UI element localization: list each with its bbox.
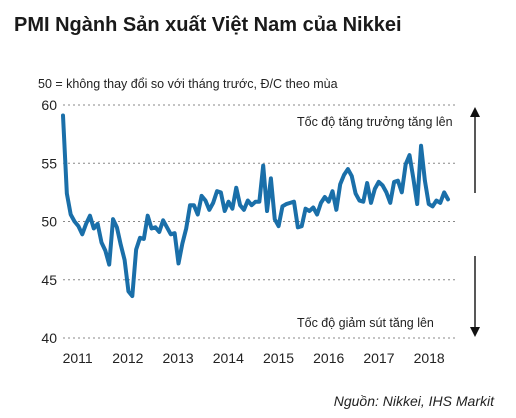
annotation-down-label: Tốc độ giảm sút tăng lên xyxy=(297,316,434,330)
chart-title: PMI Ngành Sản xuất Việt Nam của Nikkei xyxy=(14,14,402,36)
gridlines xyxy=(63,104,455,339)
y-tick-label: 60 xyxy=(41,97,57,113)
y-tick-label: 50 xyxy=(41,214,57,230)
x-tick-label: 2016 xyxy=(313,350,344,366)
x-tick-label: 2017 xyxy=(363,350,394,366)
x-tick-label: 2011 xyxy=(63,350,93,366)
y-tick-label: 55 xyxy=(41,155,57,171)
chart-subtitle: 50 = không thay đổi so với tháng trước, … xyxy=(38,77,338,91)
x-tick-label: 2012 xyxy=(112,350,143,366)
y-tick-label: 40 xyxy=(41,330,57,346)
source-note: Nguồn: Nikkei, IHS Markit xyxy=(333,393,494,409)
x-axis-ticks: 2011 2012 2013 2014 2015 2016 2017 2018 xyxy=(63,350,445,366)
y-axis-ticks: 40 45 50 55 60 xyxy=(41,97,57,346)
series-line-pmi xyxy=(61,113,450,299)
y-tick-label: 45 xyxy=(41,272,57,288)
annotation-up-label: Tốc độ tăng trưởng tăng lên xyxy=(297,115,453,129)
x-tick-label: 2015 xyxy=(263,350,294,366)
x-tick-label: 2018 xyxy=(414,350,445,366)
x-tick-label: 2013 xyxy=(163,350,194,366)
x-tick-label: 2014 xyxy=(213,350,244,366)
